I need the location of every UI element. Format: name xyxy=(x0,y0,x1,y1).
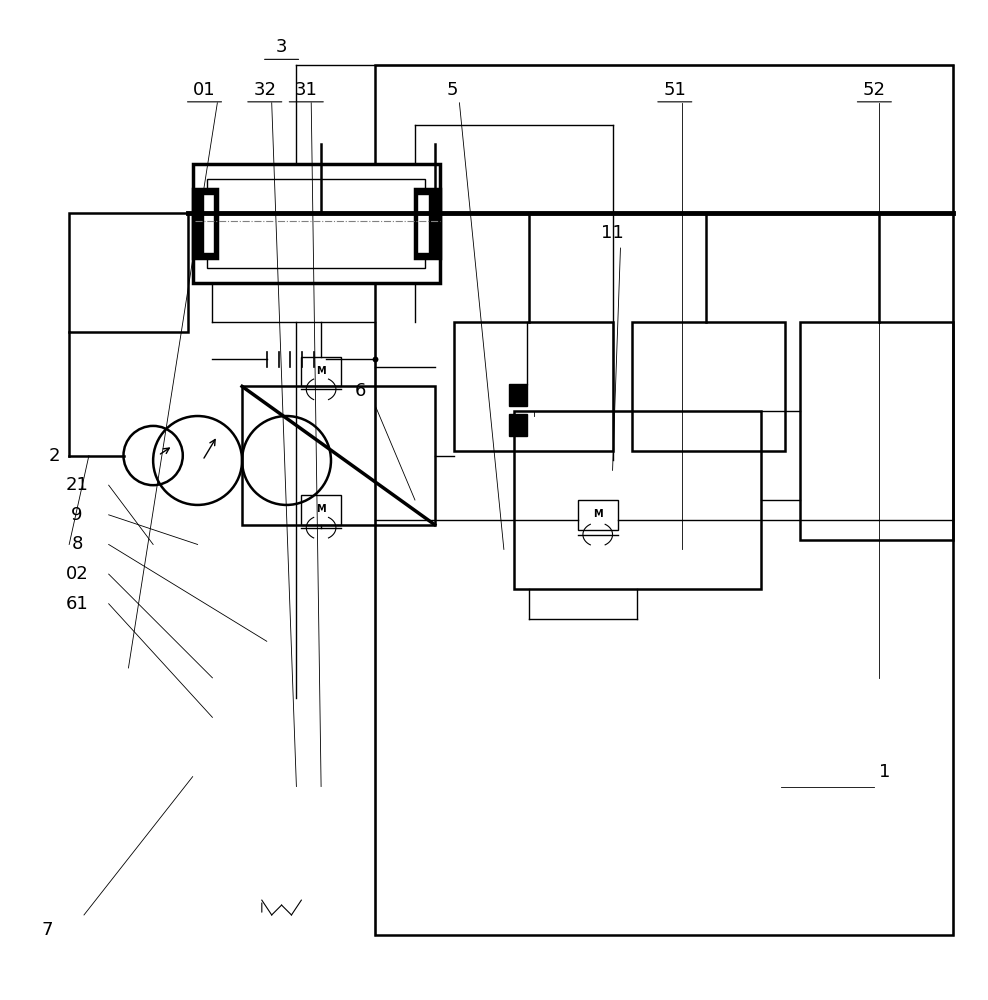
Bar xyxy=(69,213,188,332)
Text: 52: 52 xyxy=(863,81,886,99)
Bar xyxy=(417,194,429,253)
Bar xyxy=(203,194,214,253)
Bar xyxy=(193,189,217,258)
Text: 5: 5 xyxy=(447,81,458,99)
Text: 4: 4 xyxy=(508,392,520,410)
Text: 61: 61 xyxy=(65,595,89,613)
Bar xyxy=(242,386,435,525)
Text: 8: 8 xyxy=(71,535,83,553)
Text: M: M xyxy=(593,509,603,519)
Text: 11: 11 xyxy=(601,224,624,242)
Bar xyxy=(578,500,618,530)
Bar xyxy=(301,357,341,386)
Text: 02: 02 xyxy=(65,565,89,583)
Text: 2: 2 xyxy=(48,447,60,465)
Bar xyxy=(509,414,527,436)
Bar xyxy=(514,411,761,589)
Text: 3: 3 xyxy=(276,38,288,56)
Text: 1: 1 xyxy=(878,763,890,781)
Bar xyxy=(454,322,613,451)
Text: 31: 31 xyxy=(294,81,318,99)
Text: 01: 01 xyxy=(194,81,215,99)
Text: 32: 32 xyxy=(253,81,277,99)
Text: M: M xyxy=(316,504,326,514)
Bar xyxy=(207,179,425,268)
Bar xyxy=(632,322,785,451)
Text: 9: 9 xyxy=(71,506,83,524)
Text: 21: 21 xyxy=(65,476,89,494)
Bar xyxy=(301,495,341,525)
Bar xyxy=(375,65,953,935)
Text: M: M xyxy=(316,366,326,376)
Bar xyxy=(509,384,527,406)
Text: 6: 6 xyxy=(355,382,367,400)
Bar xyxy=(193,164,440,283)
Bar xyxy=(800,322,953,540)
Text: 7: 7 xyxy=(41,921,53,939)
Text: 51: 51 xyxy=(663,81,687,99)
Bar xyxy=(415,189,440,258)
